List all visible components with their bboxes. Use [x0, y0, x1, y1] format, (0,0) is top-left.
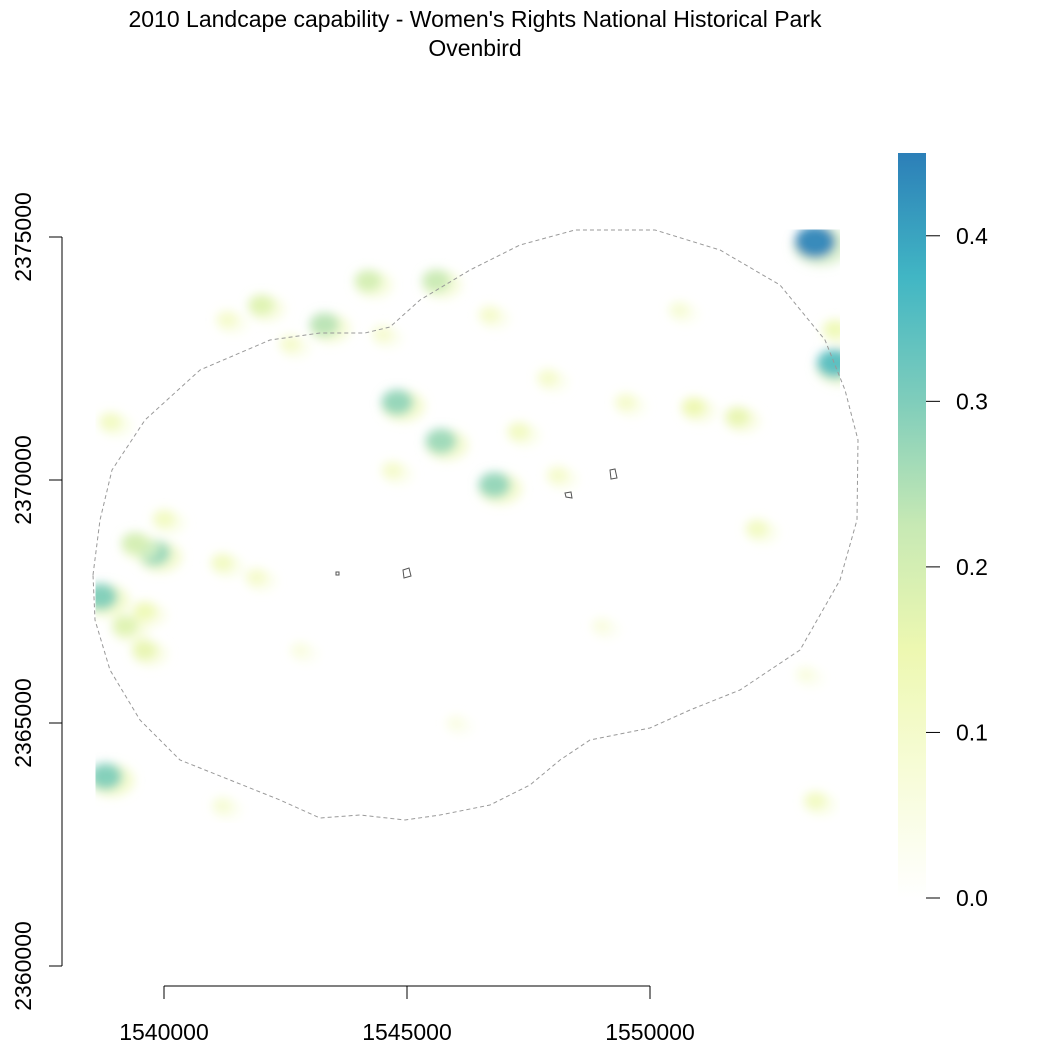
- raster-hotspot: [248, 294, 275, 316]
- park-parcel: [609, 468, 618, 480]
- axes: 1540000 1545000 1550000 2360000 2365000 23700…: [10, 192, 695, 1045]
- x-tick-label: 1540000: [119, 1019, 209, 1045]
- raster-hotspot: [745, 519, 769, 538]
- raster-hotspot: [795, 666, 816, 683]
- raster-hotspot: [422, 269, 451, 293]
- legend-tick-label: 0.1: [956, 719, 988, 745]
- raster-hotspot: [210, 553, 234, 572]
- y-tick-label: 2375000: [10, 192, 36, 282]
- raster-hotspot: [803, 791, 827, 810]
- map-title: 2010 Landcape capability - Women's Right…: [128, 6, 822, 32]
- raster-hotspot: [816, 349, 840, 378]
- legend-tick-label: 0.3: [956, 388, 988, 414]
- raster-hotspot: [99, 412, 122, 431]
- raster-hotspot: [614, 393, 637, 411]
- raster-hotspot: [822, 319, 840, 339]
- raster-hotspot: [425, 428, 457, 454]
- park-buffer-boundary: [92, 229, 859, 821]
- raster-hotspot: [212, 797, 233, 814]
- raster-hotspot: [681, 397, 706, 417]
- raster-hotspot: [507, 422, 531, 441]
- raster-hotspot: [112, 615, 139, 637]
- raster-hotspot: [381, 389, 414, 415]
- x-tick-label: 1550000: [605, 1019, 695, 1045]
- raster-hotspot: [794, 229, 836, 259]
- raster-hotspot: [372, 325, 394, 343]
- park-parcel: [335, 571, 340, 576]
- raster-hotspot: [152, 509, 176, 528]
- raster-hotspot: [725, 406, 750, 427]
- raster-hotspot: [591, 618, 612, 634]
- raster-hotspot: [668, 301, 690, 319]
- raster-hotspot: [132, 640, 158, 661]
- park-parcel: [564, 491, 573, 499]
- raster-hotspot: [446, 715, 465, 731]
- raster-hotspot: [132, 601, 157, 621]
- y-tick-label: 2370000: [10, 435, 36, 525]
- raster-hotspot: [216, 310, 238, 329]
- raster-hotspot: [279, 335, 302, 353]
- legend-tick-label: 0.4: [956, 223, 988, 249]
- capability-raster: [95, 229, 840, 820]
- raster-hotspot: [537, 369, 559, 387]
- legend-bar: [898, 153, 926, 898]
- y-tick-label: 2365000: [10, 678, 36, 768]
- map-subtitle: Ovenbird: [428, 35, 522, 61]
- raster-hotspot: [309, 312, 340, 337]
- legend-tick-label: 0.0: [956, 885, 988, 911]
- raster-hotspot: [478, 306, 501, 324]
- park-parcels: [335, 468, 618, 579]
- raster-hotspot: [95, 583, 118, 610]
- raster-hotspot: [121, 532, 149, 555]
- raster-hotspot: [381, 461, 404, 479]
- park-parcel: [402, 567, 412, 579]
- x-tick-label: 1545000: [362, 1019, 452, 1045]
- legend-colorbar: 0.0 0.1 0.2 0.3 0.4: [898, 153, 988, 911]
- raster-hotspot: [290, 642, 310, 658]
- raster-hotspot: [478, 472, 511, 498]
- raster-hotspot: [546, 466, 569, 484]
- raster-hotspot: [245, 568, 268, 586]
- raster-hotspot: [354, 269, 382, 292]
- y-tick-label: 2360000: [10, 921, 36, 1011]
- raster-hotspot: [95, 763, 123, 790]
- legend-tick-label: 0.2: [956, 554, 988, 580]
